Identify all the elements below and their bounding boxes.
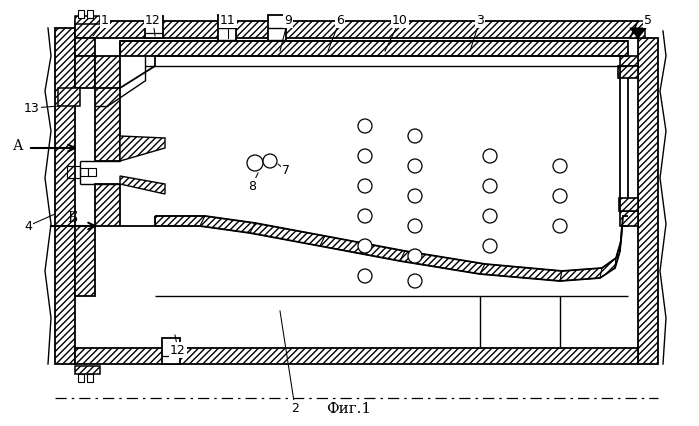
Circle shape <box>358 179 372 193</box>
Circle shape <box>408 159 422 173</box>
Text: 1: 1 <box>101 14 109 26</box>
Polygon shape <box>120 176 165 194</box>
Polygon shape <box>75 16 100 24</box>
Text: 11: 11 <box>220 14 236 26</box>
Bar <box>87 374 93 382</box>
Polygon shape <box>620 211 638 226</box>
Polygon shape <box>75 348 638 364</box>
Text: 3: 3 <box>476 14 484 26</box>
Circle shape <box>553 159 567 173</box>
Circle shape <box>358 119 372 133</box>
Polygon shape <box>600 258 616 278</box>
Polygon shape <box>75 21 638 38</box>
Polygon shape <box>155 216 205 226</box>
Text: 13: 13 <box>24 101 40 115</box>
Polygon shape <box>630 28 646 38</box>
Circle shape <box>408 129 422 143</box>
Text: 9: 9 <box>284 14 292 26</box>
Circle shape <box>408 249 422 263</box>
Polygon shape <box>320 236 405 261</box>
Polygon shape <box>75 366 100 374</box>
Circle shape <box>263 154 277 168</box>
Polygon shape <box>619 198 638 211</box>
Text: 10: 10 <box>392 14 408 26</box>
Text: 12: 12 <box>170 343 186 357</box>
Circle shape <box>483 179 497 193</box>
Bar <box>162 338 180 364</box>
Circle shape <box>358 239 372 253</box>
Text: 7: 7 <box>282 164 290 178</box>
Polygon shape <box>200 216 255 233</box>
Polygon shape <box>630 21 645 38</box>
Text: 2: 2 <box>291 401 299 414</box>
Polygon shape <box>55 28 75 364</box>
Bar <box>78 10 84 18</box>
Polygon shape <box>400 251 485 274</box>
Circle shape <box>408 219 422 233</box>
Circle shape <box>483 149 497 163</box>
Polygon shape <box>560 268 602 281</box>
Text: Б: Б <box>67 211 77 225</box>
Polygon shape <box>95 184 120 226</box>
Polygon shape <box>620 216 623 251</box>
Polygon shape <box>58 88 80 106</box>
Bar <box>80 168 88 176</box>
Bar <box>87 10 93 18</box>
Polygon shape <box>75 38 95 56</box>
Polygon shape <box>95 56 120 161</box>
Bar <box>145 16 163 38</box>
Text: Фиг.1: Фиг.1 <box>326 402 372 416</box>
Polygon shape <box>480 264 562 281</box>
Circle shape <box>358 149 372 163</box>
Polygon shape <box>615 241 621 268</box>
Text: 12: 12 <box>145 14 161 26</box>
Circle shape <box>408 274 422 288</box>
Polygon shape <box>618 66 638 78</box>
Circle shape <box>553 219 567 233</box>
Circle shape <box>247 155 263 171</box>
Text: 8: 8 <box>248 179 256 193</box>
Polygon shape <box>120 136 165 161</box>
Polygon shape <box>75 226 95 296</box>
Bar <box>88 168 96 176</box>
Circle shape <box>358 209 372 223</box>
Polygon shape <box>622 216 628 226</box>
Polygon shape <box>75 56 95 88</box>
Bar <box>78 374 84 382</box>
Polygon shape <box>120 41 628 56</box>
Polygon shape <box>638 38 658 364</box>
Circle shape <box>553 189 567 203</box>
Polygon shape <box>620 56 638 66</box>
Bar <box>218 15 236 41</box>
Polygon shape <box>250 223 325 246</box>
Circle shape <box>408 189 422 203</box>
Bar <box>268 15 286 41</box>
Text: 4: 4 <box>24 219 32 233</box>
Text: 5: 5 <box>644 14 652 26</box>
Text: А: А <box>13 139 23 153</box>
Circle shape <box>483 239 497 253</box>
Circle shape <box>483 209 497 223</box>
Circle shape <box>358 269 372 283</box>
Text: 6: 6 <box>336 14 344 26</box>
